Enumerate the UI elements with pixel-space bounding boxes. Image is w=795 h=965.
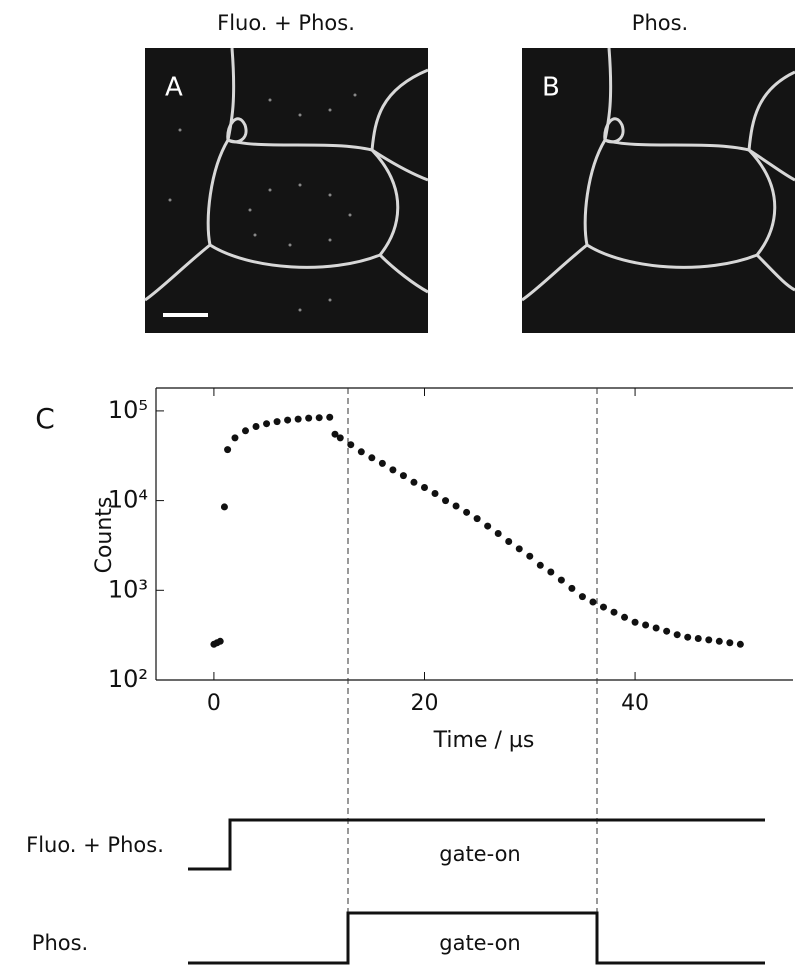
data-point: [452, 502, 460, 510]
timing-label: Phos.: [32, 931, 88, 955]
data-point: [357, 448, 365, 456]
data-point: [336, 434, 344, 442]
data-point: [568, 584, 576, 592]
data-point: [231, 434, 239, 442]
data-point: [726, 639, 734, 647]
y-tick-label: 10³: [108, 575, 148, 603]
y-tick-label: 10²: [108, 665, 148, 693]
data-point: [305, 414, 313, 422]
micrograph: [521, 47, 795, 333]
data-point: [284, 416, 292, 424]
y-tick-label: 10⁴: [108, 486, 148, 514]
data-point: [694, 635, 702, 643]
data-point: [368, 454, 376, 462]
data-point: [557, 576, 565, 584]
data-point: [431, 489, 439, 497]
data-point: [547, 568, 555, 576]
data-point: [410, 478, 418, 486]
data-point: [715, 637, 723, 645]
data-point: [652, 624, 660, 632]
gate-signal: [188, 818, 765, 871]
panel-title: Phos.: [632, 11, 688, 35]
data-point: [294, 415, 302, 423]
x-axis-label: Time / µs: [433, 728, 535, 753]
data-point: [389, 466, 397, 474]
data-point: [220, 503, 228, 511]
plot-area: [155, 387, 793, 681]
data-point: [326, 413, 334, 421]
data-point: [536, 561, 544, 569]
data-point: [241, 427, 249, 435]
micrograph: [144, 47, 429, 333]
panel-title: Fluo. + Phos.: [217, 11, 355, 35]
data-point: [399, 472, 407, 480]
data-point: [442, 497, 450, 505]
gate-text: gate-on: [439, 842, 520, 866]
data-point: [315, 414, 323, 422]
data-point: [484, 522, 492, 530]
data-point: [589, 598, 597, 606]
data-point: [705, 636, 713, 644]
data-point: [263, 420, 271, 428]
data-point: [494, 529, 502, 537]
data-point: [216, 637, 224, 645]
data-point: [473, 515, 481, 523]
x-tick-label: 0: [207, 691, 221, 716]
x-tick-label: 40: [621, 691, 649, 716]
data-point: [347, 441, 355, 449]
data-point: [331, 430, 339, 438]
data-point: [515, 545, 523, 553]
y-axis-label: Counts: [92, 497, 117, 574]
gate-marker: [347, 388, 598, 963]
data-point: [505, 537, 513, 545]
data-point: [420, 483, 428, 491]
data-point: [663, 627, 671, 635]
data-point: [642, 621, 650, 629]
panel-label: B: [542, 73, 560, 103]
gate-signal: [188, 911, 765, 965]
data-point: [378, 459, 386, 467]
panel-label: A: [165, 73, 183, 103]
data-point: [631, 618, 639, 626]
data-point: [224, 446, 232, 454]
data-point: [684, 633, 692, 641]
x-tick-label: 20: [410, 691, 438, 716]
data-point: [610, 608, 618, 616]
data-point: [578, 593, 586, 601]
data-point: [273, 418, 281, 426]
data-point: [736, 640, 744, 648]
panel-label: C: [35, 402, 55, 435]
data-point: [463, 508, 471, 516]
data-point: [599, 603, 607, 611]
data-point: [673, 631, 681, 639]
timing-label: Fluo. + Phos.: [26, 833, 164, 857]
data-point: [252, 422, 260, 430]
gate-text: gate-on: [439, 931, 520, 955]
data-point: [526, 552, 534, 560]
data-point: [621, 613, 629, 621]
y-tick-label: 10⁵: [108, 396, 148, 424]
